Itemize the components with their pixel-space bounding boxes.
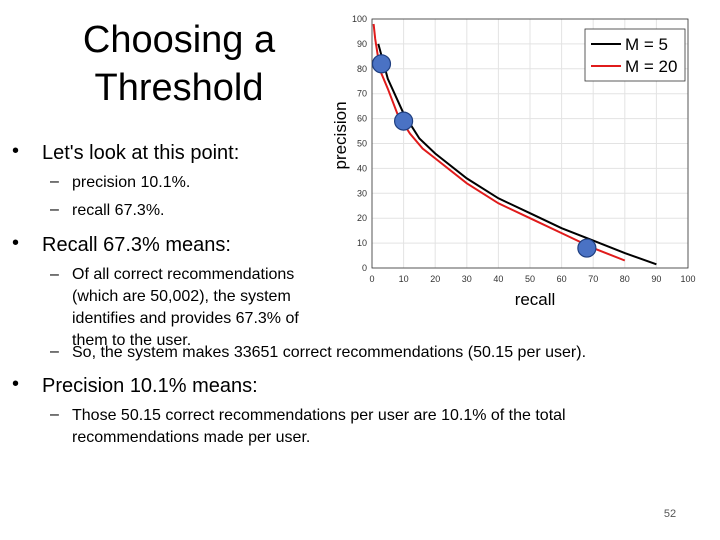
y-tick-label: 90: [357, 39, 367, 49]
highlighted-point: [393, 111, 414, 131]
y-tick-label: 60: [357, 114, 367, 124]
y-tick-label: 80: [357, 64, 367, 74]
y-tick-label: 0: [362, 263, 367, 273]
y-tick-label: 20: [357, 213, 367, 223]
dash-marker: –: [50, 266, 59, 283]
slide-title: Choosing a Threshold: [62, 16, 296, 112]
dash-marker: –: [50, 343, 59, 360]
plot-frame: [371, 18, 689, 269]
sub-bullet-text: Those 50.15 correct recommendations per …: [72, 407, 566, 446]
legend-label: M = 5: [625, 35, 668, 54]
sub-bullet-text: precision 10.1%.: [72, 174, 191, 191]
dash-marker: –: [50, 173, 59, 190]
bullet-text: Let's look at this point:: [42, 142, 240, 164]
x-tick-label: 40: [493, 274, 503, 284]
bullet-marker: •: [12, 232, 20, 254]
x-tick-label: 80: [620, 274, 630, 284]
page-number: 52: [663, 508, 677, 520]
x-tick-label: 30: [462, 274, 472, 284]
x-tick-label: 10: [399, 274, 409, 284]
bullet-text: Precision 10.1% means:: [42, 375, 258, 397]
bullet-marker: •: [12, 140, 20, 162]
title-line-2: Threshold: [94, 67, 264, 109]
dash-marker: –: [50, 201, 59, 218]
dash-marker: –: [50, 406, 59, 423]
sub-bullet-text: recall 67.3%.: [72, 202, 165, 219]
y-tick-label: 100: [352, 14, 367, 24]
x-tick-label: 90: [651, 274, 661, 284]
y-tick-label: 40: [357, 163, 367, 173]
y-tick-label: 30: [357, 188, 367, 198]
series-line-1: [377, 43, 657, 266]
x-tick-label: 100: [680, 274, 695, 284]
highlighted-point: [371, 54, 392, 74]
x-axis-label: recall: [515, 290, 556, 308]
precision-recall-chart: 0 10 20 30 40 50 60 70 80 90 100 0 10 20 30 40 50 60 70 80 9…: [331, 14, 696, 308]
x-tick-label: 0: [369, 274, 374, 284]
x-tick-label: 20: [430, 274, 440, 284]
y-axis-label: precision: [331, 101, 350, 169]
bullet-marker: •: [12, 373, 20, 395]
y-tick-label: 10: [357, 238, 367, 248]
y-tick-label: 70: [357, 89, 367, 99]
highlighted-point: [577, 238, 597, 258]
legend-label: M = 20: [625, 57, 677, 76]
x-tick-label: 50: [525, 274, 535, 284]
x-tick-label: 70: [588, 274, 598, 284]
bullet-text: Recall 67.3% means:: [42, 234, 231, 256]
legend-box: [584, 28, 686, 82]
y-tick-label: 50: [357, 139, 367, 149]
sub-bullet-text: Of all correct recommendations (which ar…: [72, 266, 299, 349]
title-line-1: Choosing a: [82, 19, 276, 61]
sub-bullet-text: So, the system makes 33651 correct recom…: [72, 344, 587, 361]
x-tick-label: 60: [557, 274, 567, 284]
